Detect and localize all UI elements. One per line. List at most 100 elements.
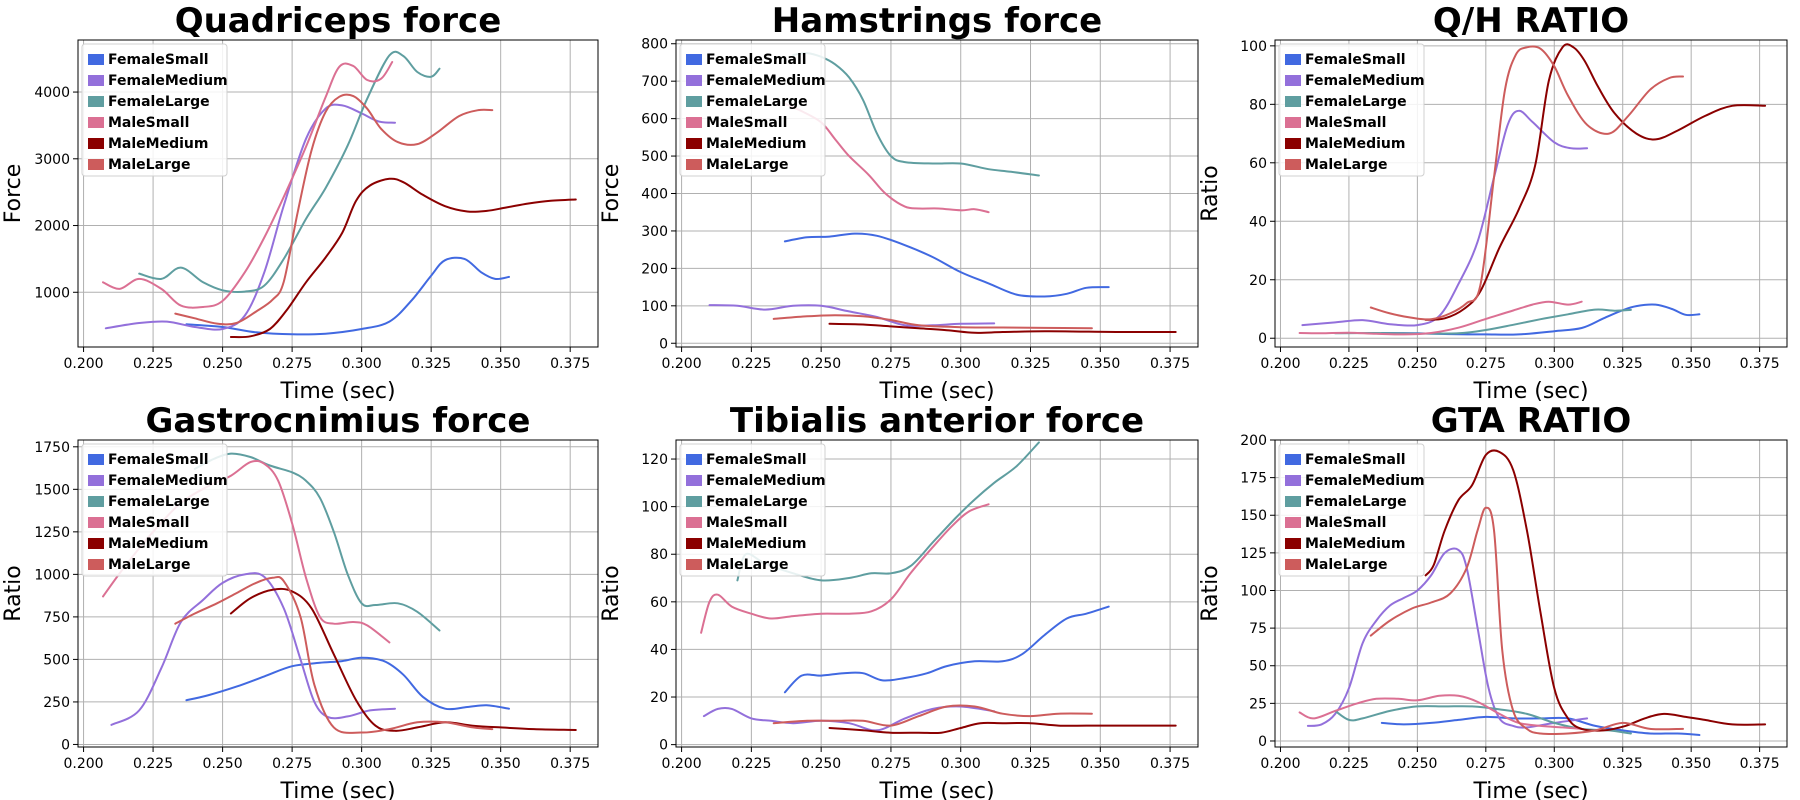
legend-swatch	[686, 117, 702, 128]
y-tick-label: 20	[1249, 273, 1267, 289]
legend-swatch	[88, 54, 104, 65]
y-axis-label: Force	[1, 164, 26, 224]
legend-label: FemaleMedium	[1305, 473, 1425, 489]
legend: FemaleSmall FemaleMedium FemaleLarge MaleSm…	[1278, 43, 1425, 177]
x-tick-label: 0.250	[1397, 356, 1437, 372]
y-tick-label: 600	[641, 112, 668, 128]
legend-label: MaleLarge	[1305, 157, 1387, 173]
legend-swatch	[88, 454, 104, 465]
chart-panel-1: 0.200 0.225 0.250 0.275 0.300 0.325 0.350 0.375…	[1, 1, 599, 404]
y-tick-label: 0	[659, 336, 668, 352]
series-line-malemedium	[229, 587, 577, 732]
y-tick-label: 1500	[34, 482, 70, 498]
y-tick-label: 120	[641, 452, 668, 468]
x-tick-label: 0.225	[731, 356, 771, 372]
x-tick-label: 0.350	[1671, 356, 1711, 372]
legend-swatch	[88, 559, 104, 570]
y-axis-label: Force	[599, 164, 624, 224]
y-tick-label: 25	[1249, 696, 1267, 712]
legend-swatch	[1285, 96, 1301, 107]
series-group	[1298, 43, 1767, 336]
x-tick-label: 0.375	[1150, 756, 1190, 772]
x-tick-label: 0.325	[411, 756, 451, 772]
chart-panel-5: 0.200 0.225 0.250 0.275 0.300 0.325 0.350 0.375…	[599, 401, 1199, 800]
x-axis-label: Time (sec)	[878, 379, 994, 404]
legend-label: MaleMedium	[706, 136, 806, 152]
x-tick-label: 0.250	[203, 756, 243, 772]
legend-label: MaleMedium	[1305, 136, 1405, 152]
x-tick-label: 0.375	[1150, 356, 1190, 372]
series-line-femalelarge	[138, 50, 441, 293]
x-tick-label: 0.300	[941, 756, 981, 772]
x-tick-label: 0.300	[1534, 756, 1574, 772]
series-line-femalesmall	[783, 232, 1110, 298]
x-tick-label: 0.350	[481, 356, 521, 372]
chart-panel-4: 0.200 0.225 0.250 0.275 0.300 0.325 0.350 0.375…	[1, 401, 599, 800]
legend-label: FemaleMedium	[706, 473, 826, 489]
legend-label: FemaleSmall	[1305, 452, 1406, 468]
x-tick-label: 0.250	[801, 356, 841, 372]
legend-label: MaleMedium	[108, 536, 208, 552]
y-tick-label: 3000	[34, 152, 70, 168]
legend-swatch	[1285, 496, 1301, 507]
series-line-femalemedium	[104, 103, 396, 331]
y-tick-label: 175	[1240, 471, 1267, 487]
y-axis-label: Ratio	[599, 565, 624, 621]
series-line-femalelarge	[193, 452, 441, 632]
x-tick-label: 0.275	[871, 756, 911, 772]
legend-frame	[1278, 443, 1425, 577]
x-tick-label: 0.300	[1534, 356, 1574, 372]
series-line-malemedium	[1424, 449, 1767, 732]
x-tick-label: 0.300	[342, 756, 382, 772]
series-line-femalemedium	[1306, 547, 1589, 729]
x-tick-label: 0.325	[1603, 356, 1643, 372]
series-line-femalesmall	[783, 605, 1110, 694]
legend: FemaleSmall FemaleMedium FemaleLarge MaleSm…	[1278, 443, 1425, 577]
legend-swatch	[88, 496, 104, 507]
legend-swatch	[686, 96, 702, 107]
y-tick-label: 20	[650, 690, 668, 706]
y-tick-label: 200	[1240, 433, 1267, 449]
series-line-malemedium	[229, 177, 577, 339]
y-tick-label: 750	[43, 610, 70, 626]
y-tick-label: 100	[641, 500, 668, 516]
x-tick-label: 0.375	[550, 356, 590, 372]
legend-swatch	[686, 138, 702, 149]
x-tick-label: 0.350	[1080, 756, 1120, 772]
series-group	[1298, 449, 1767, 736]
series-line-femalelarge	[1334, 308, 1632, 335]
legend-swatch	[1285, 517, 1301, 528]
legend-swatch	[686, 454, 702, 465]
x-axis-label: Time (sec)	[878, 779, 994, 800]
x-tick-label: 0.275	[272, 356, 312, 372]
x-axis-label: Time (sec)	[1472, 379, 1588, 404]
legend-label: FemaleSmall	[706, 52, 807, 68]
y-axis-label: Ratio	[1198, 165, 1223, 221]
legend-label: MaleLarge	[1305, 557, 1387, 573]
y-tick-label: 250	[43, 695, 70, 711]
plot-area-frame	[675, 439, 1199, 748]
legend-frame	[81, 43, 228, 177]
x-tick-label: 0.375	[550, 756, 590, 772]
x-tick-label: 0.200	[1260, 356, 1300, 372]
plot-area-frame	[1274, 439, 1788, 748]
y-tick-label: 300	[641, 224, 668, 240]
series-line-femalemedium	[702, 705, 996, 732]
x-tick-label: 0.325	[1010, 756, 1050, 772]
x-tick-label: 0.300	[941, 356, 981, 372]
x-tick-label: 0.250	[203, 356, 243, 372]
chart-panel-2: 0.200 0.225 0.250 0.275 0.300 0.325 0.350 0.375…	[599, 1, 1199, 404]
series-line-malelarge	[1369, 45, 1684, 321]
series-line-femalesmall	[185, 656, 510, 711]
x-tick-label: 0.250	[1397, 756, 1437, 772]
legend-label: FemaleLarge	[706, 494, 808, 510]
x-tick-label: 0.375	[1740, 356, 1780, 372]
y-tick-label: 0	[1258, 331, 1267, 347]
legend-swatch	[1285, 538, 1301, 549]
legend-label: MaleMedium	[108, 136, 208, 152]
x-tick-label: 0.225	[133, 756, 173, 772]
legend-label: FemaleSmall	[108, 52, 209, 68]
x-tick-label: 0.300	[342, 356, 382, 372]
legend-swatch	[686, 75, 702, 86]
series-line-femalemedium	[1301, 109, 1589, 327]
